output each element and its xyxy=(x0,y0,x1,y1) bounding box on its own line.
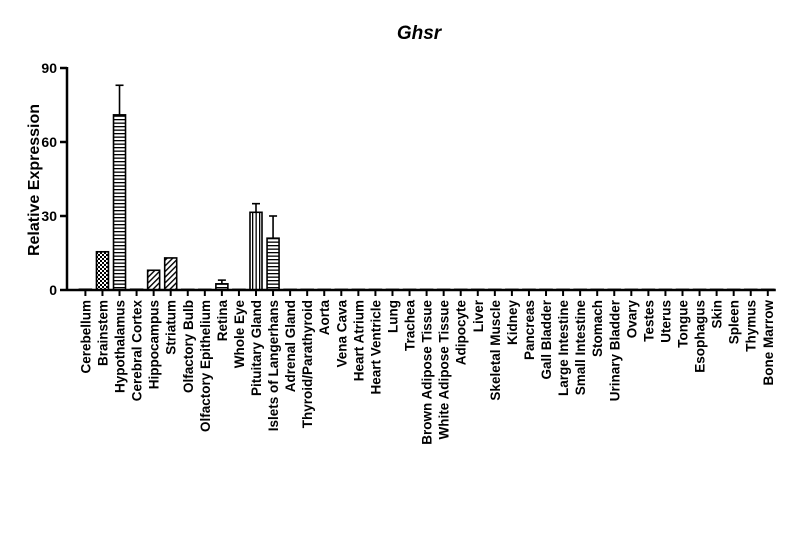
bar xyxy=(146,269,161,291)
y-axis-label: Relative Expression xyxy=(26,104,43,256)
x-tick-label: Striatum xyxy=(164,300,179,355)
x-tick-label: Stomach xyxy=(590,300,605,357)
x-tick-label: Whole Eye xyxy=(232,300,247,369)
x-tick-label: Thyroid/Parathyroid xyxy=(300,300,315,428)
x-tick-label: Pituitary Gland xyxy=(249,300,264,396)
x-tick-label: Liver xyxy=(471,299,486,332)
x-tick-label: Olfactory Epithelium xyxy=(198,300,213,432)
x-tick-label: Cerebellum xyxy=(78,300,93,374)
x-tick-label: Trachea xyxy=(403,300,418,352)
x-tick-label: Thymus xyxy=(744,300,759,352)
x-tick-label: Adipocyte xyxy=(454,300,469,366)
bar xyxy=(95,250,110,291)
x-axis: Cerebellum Brainstem Hypothalamus Cerebral … xyxy=(67,288,776,445)
bar xyxy=(266,237,280,291)
x-tick-label: Hippocampus xyxy=(147,300,162,389)
y-axis: 0 30 60 90 xyxy=(41,60,69,298)
x-tick-label: Brown Adipose Tissue xyxy=(420,300,435,445)
y-tick-label: 90 xyxy=(41,60,57,76)
x-tick-label: Bone Marrow xyxy=(761,300,776,386)
x-tick-label: Skin xyxy=(710,300,725,329)
x-tick-label: White Adipose Tissue xyxy=(437,300,452,440)
bar xyxy=(249,211,263,291)
y-tick-label: 30 xyxy=(41,208,57,224)
x-tick-label: Islets of Langerhans xyxy=(266,300,281,431)
x-tick-label: Gall Bladder xyxy=(539,299,554,379)
x-tick-label: Lung xyxy=(385,300,400,333)
y-tick-label: 0 xyxy=(49,282,57,298)
x-tick-label: Heart Ventricle xyxy=(368,300,383,395)
x-tick-label: Aorta xyxy=(317,300,332,336)
x-tick-label: Heart Atrium xyxy=(351,300,366,381)
x-tick-label: Adrenal Gland xyxy=(283,300,298,392)
x-tick-label: Pancreas xyxy=(522,300,537,360)
x-tick-label: Uterus xyxy=(658,300,673,343)
x-tick-label: Olfactory Bulb xyxy=(181,300,196,393)
x-tick-label: Vena Cava xyxy=(334,300,349,368)
x-tick-label: Tongue xyxy=(676,300,691,348)
x-tick-label: Spleen xyxy=(727,300,742,344)
x-tick-label: Urinary Bladder xyxy=(607,299,622,401)
bar xyxy=(163,257,178,291)
x-tick-label: Skeletal Muscle xyxy=(488,300,503,401)
x-tick-label: Esophagus xyxy=(693,300,708,373)
x-tick-label: Kidney xyxy=(505,300,520,346)
x-tick-label: Retina xyxy=(215,300,230,342)
chart-title: Ghsr xyxy=(397,23,443,44)
bars xyxy=(78,84,775,291)
x-tick-label: Small Intestine xyxy=(573,300,588,396)
x-tick-label: Ovary xyxy=(624,300,639,339)
bar xyxy=(112,114,127,291)
x-tick-label: Large Intestine xyxy=(556,300,571,397)
x-tick-label: Testes xyxy=(641,300,656,342)
x-tick-label: Hypothalamus xyxy=(113,300,128,393)
x-tick-label: Brainstem xyxy=(95,300,110,366)
x-tick-label: Cerebral Cortex xyxy=(130,300,145,402)
y-tick-label: 60 xyxy=(41,134,57,150)
